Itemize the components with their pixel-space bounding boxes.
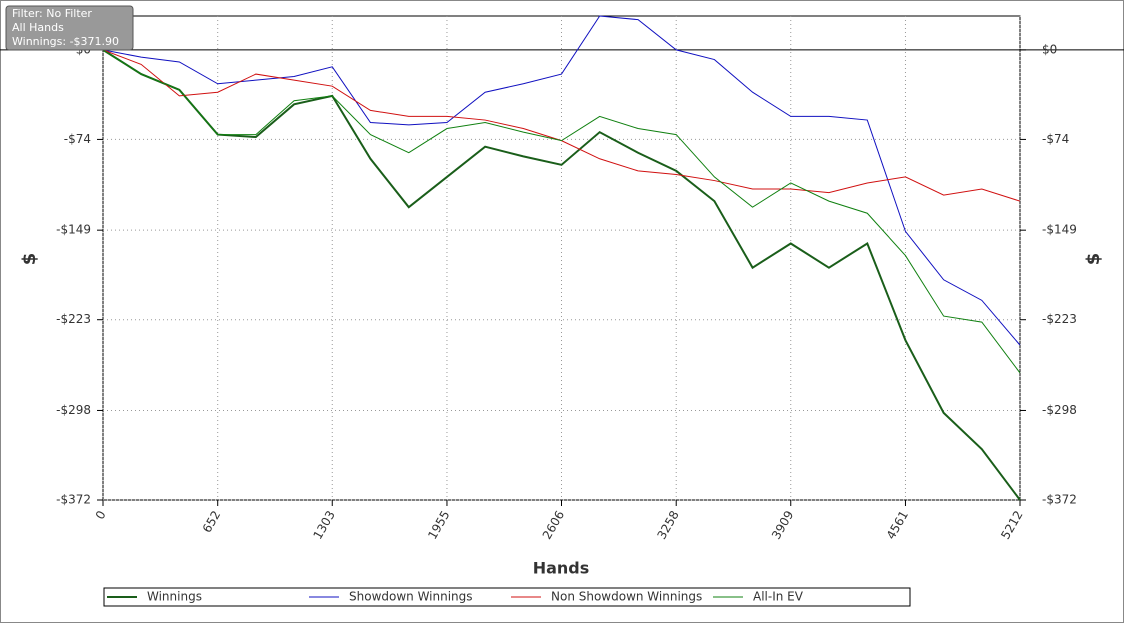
legend-label: Winnings xyxy=(147,590,202,604)
y2-tick-label: -$149 xyxy=(1042,223,1077,237)
legend-label: Showdown Winnings xyxy=(349,590,473,604)
y2-tick-label: -$372 xyxy=(1042,493,1077,507)
series-line xyxy=(102,49,1021,374)
y-tick-label: -$149 xyxy=(56,223,91,237)
y-tick-label: -$372 xyxy=(56,493,91,507)
y2-tick-label: $0 xyxy=(1042,42,1057,56)
y-tick-label: -$298 xyxy=(56,403,91,417)
y2-tick-label: -$74 xyxy=(1042,132,1069,146)
legend-label: All-In EV xyxy=(753,590,804,604)
y2-tick-label: -$223 xyxy=(1042,312,1077,326)
y-tick-label: -$74 xyxy=(64,132,91,146)
plot: $0$0-$74-$74-$149-$149-$223-$223-$298-$2… xyxy=(0,15,1124,604)
x-axis-label: Hands xyxy=(533,559,590,578)
y-axis-label: $ xyxy=(19,253,40,266)
info-box xyxy=(5,5,134,51)
info-text: All Hands xyxy=(12,21,64,34)
info-text: Filter: No Filter xyxy=(12,7,92,20)
legend xyxy=(103,587,911,607)
legend-label: Non Showdown Winnings xyxy=(551,590,702,604)
series-line xyxy=(102,49,1021,501)
info-text: Winnings: -$371.90 xyxy=(12,35,119,48)
series-line xyxy=(102,15,1021,346)
y2-axis-label: $ xyxy=(1083,253,1104,266)
y2-tick-label: -$298 xyxy=(1042,403,1077,417)
y-tick-label: -$223 xyxy=(56,312,91,326)
